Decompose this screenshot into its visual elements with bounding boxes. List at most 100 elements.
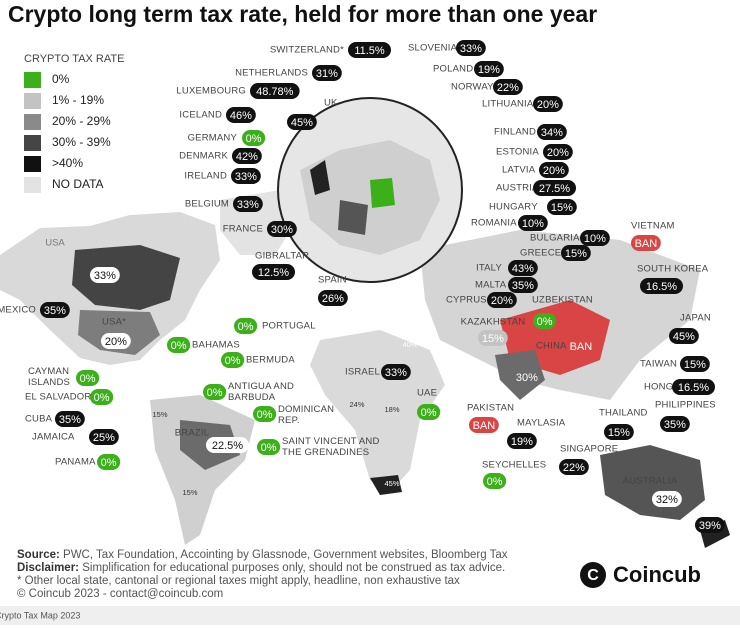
rate-badge bbox=[97, 454, 121, 470]
legend-swatch bbox=[24, 114, 41, 130]
country-name: ICELAND bbox=[179, 110, 222, 121]
country-name: USA* bbox=[102, 317, 126, 328]
country-name: BAHAMAS bbox=[192, 340, 240, 351]
legend-label: 20% - 29% bbox=[52, 114, 111, 128]
rate-badge bbox=[508, 277, 538, 293]
rate-label: 20% bbox=[105, 336, 127, 348]
rate-label: 15% bbox=[684, 359, 706, 371]
rate-label: 30% bbox=[516, 372, 538, 384]
africa bbox=[310, 330, 445, 492]
rate-label: BAN bbox=[570, 341, 593, 353]
rate-badge bbox=[267, 221, 297, 237]
rate-badge bbox=[533, 313, 557, 329]
map-label: 40% bbox=[402, 340, 417, 349]
rate-badge bbox=[604, 424, 634, 440]
legend-label: 30% - 39% bbox=[52, 135, 111, 149]
disclaimer-text: Simplification for educational purposes … bbox=[82, 562, 505, 574]
rate-badge bbox=[669, 328, 699, 344]
country-name: MEXICO bbox=[0, 305, 36, 316]
rate-badge bbox=[76, 370, 100, 386]
legend-swatch bbox=[24, 177, 41, 193]
rate-label: 0% bbox=[80, 373, 96, 385]
country-name: LUXEMBOURG bbox=[176, 86, 246, 97]
country-name: BRAZIL bbox=[175, 428, 209, 439]
name-line: REP. bbox=[278, 415, 300, 426]
country-name: CANADA* bbox=[93, 291, 138, 302]
country-name: ROMANIA bbox=[471, 218, 517, 229]
rate-badge bbox=[287, 114, 317, 130]
country-name: SEYCHELLES bbox=[482, 460, 546, 471]
rate-label: 35% bbox=[44, 305, 66, 317]
rate-label: 42% bbox=[236, 151, 258, 163]
country-name: POLAND bbox=[433, 64, 473, 75]
usa bbox=[78, 310, 160, 355]
rate-label: 20% bbox=[547, 147, 569, 159]
rate-badge bbox=[640, 278, 683, 294]
rate-label: 20% bbox=[491, 295, 513, 307]
map-label: 15% bbox=[152, 410, 167, 419]
rate-badge bbox=[483, 473, 507, 489]
country-name: TAIWAN bbox=[640, 359, 677, 370]
rate-label: 33% bbox=[235, 171, 257, 183]
country-name: ANTIGUA AND BARBUDA bbox=[228, 381, 294, 403]
rate-label: 0% bbox=[257, 409, 273, 421]
rate-badge bbox=[478, 330, 508, 346]
rate-badge bbox=[232, 148, 262, 164]
rate-badge bbox=[90, 389, 114, 405]
country-name: ITALY bbox=[476, 263, 502, 274]
country-name: SWITZERLAND* bbox=[270, 45, 344, 56]
source-text: PWC, Tax Foundation, Accointing by Glass… bbox=[63, 549, 508, 561]
rate-badge bbox=[561, 245, 591, 261]
rate-badge bbox=[508, 260, 538, 276]
rate-label: 15% bbox=[608, 427, 630, 439]
country-name: GIBRALTAR bbox=[255, 251, 309, 262]
rate-badge bbox=[90, 267, 120, 283]
country-name: DOMINICAN REP. bbox=[278, 404, 334, 426]
rate-label: 0% bbox=[225, 355, 241, 367]
rate-badge bbox=[40, 302, 70, 318]
rate-label: 0% bbox=[94, 392, 110, 404]
source-label: Source: bbox=[17, 549, 60, 561]
rate-badge bbox=[242, 130, 266, 146]
rate-label: 0% bbox=[101, 457, 117, 469]
rate-label: 15% bbox=[565, 248, 587, 260]
legend-label: >40% bbox=[52, 156, 83, 170]
country-name: SPAIN bbox=[318, 275, 347, 286]
logo-mark bbox=[580, 562, 606, 588]
copyright: © Coincub 2023 - contact@coincub.com bbox=[17, 588, 223, 600]
country-name: FINLAND bbox=[494, 127, 536, 138]
uk bbox=[310, 160, 330, 195]
country-name: FRANCE bbox=[223, 224, 263, 235]
rate-label: 0% bbox=[487, 476, 503, 488]
country-name: EL SALVADOR bbox=[25, 392, 91, 403]
country-name: AUSTRIA bbox=[496, 183, 539, 194]
rate-label: 0% bbox=[537, 316, 553, 328]
rate-badge bbox=[89, 429, 119, 445]
rate-badge bbox=[695, 517, 725, 533]
country-name: PHILIPPINES bbox=[655, 400, 716, 411]
rate-badge bbox=[580, 230, 610, 246]
rate-badge bbox=[381, 364, 411, 380]
title: Crypto long term tax rate, held for more… bbox=[8, 1, 597, 27]
logo-text: Coincub bbox=[613, 562, 701, 587]
source: Source: PWC, Tax Foundation, Accointing … bbox=[17, 549, 508, 561]
rate-badge bbox=[537, 124, 567, 140]
name-line: CAYMAN bbox=[28, 366, 69, 377]
canada bbox=[72, 245, 180, 310]
rate-badge bbox=[203, 384, 227, 400]
rate-label: 0% bbox=[171, 340, 187, 352]
rate-label: 39% bbox=[699, 520, 721, 532]
country-name: UK bbox=[324, 98, 338, 109]
legend-label: 0% bbox=[52, 72, 70, 86]
rate-label: 32% bbox=[656, 494, 678, 506]
rate-badge bbox=[253, 406, 277, 422]
rate-label: 35% bbox=[664, 419, 686, 431]
map-label: 45% bbox=[384, 479, 399, 488]
legend-label: 1% - 19% bbox=[52, 93, 104, 107]
name-line: ANTIGUA AND bbox=[228, 381, 294, 392]
rate-label: BAN bbox=[473, 420, 496, 432]
rate-label: 12.5% bbox=[258, 267, 289, 279]
rate-badge bbox=[547, 199, 577, 215]
rate-label: 16.5% bbox=[678, 382, 709, 394]
rate-badge bbox=[507, 433, 537, 449]
